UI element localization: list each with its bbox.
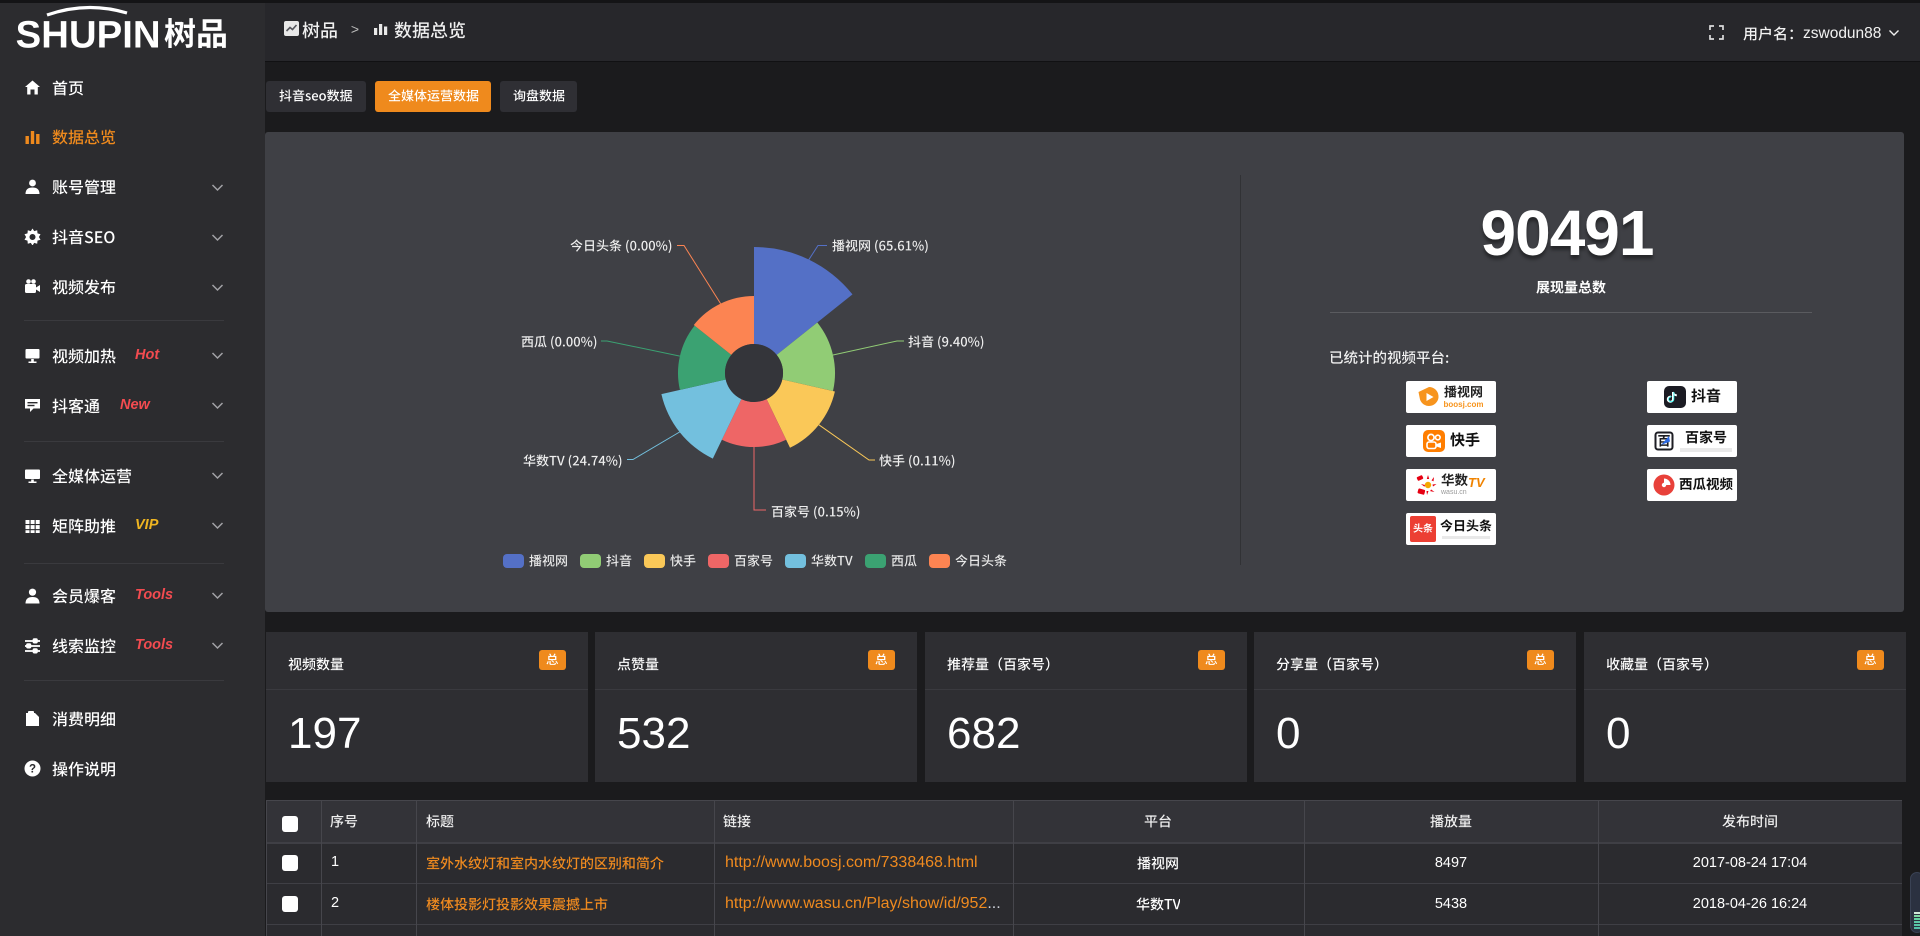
svg-text:TV: TV [1468, 476, 1486, 489]
svg-text:?: ? [29, 764, 36, 776]
